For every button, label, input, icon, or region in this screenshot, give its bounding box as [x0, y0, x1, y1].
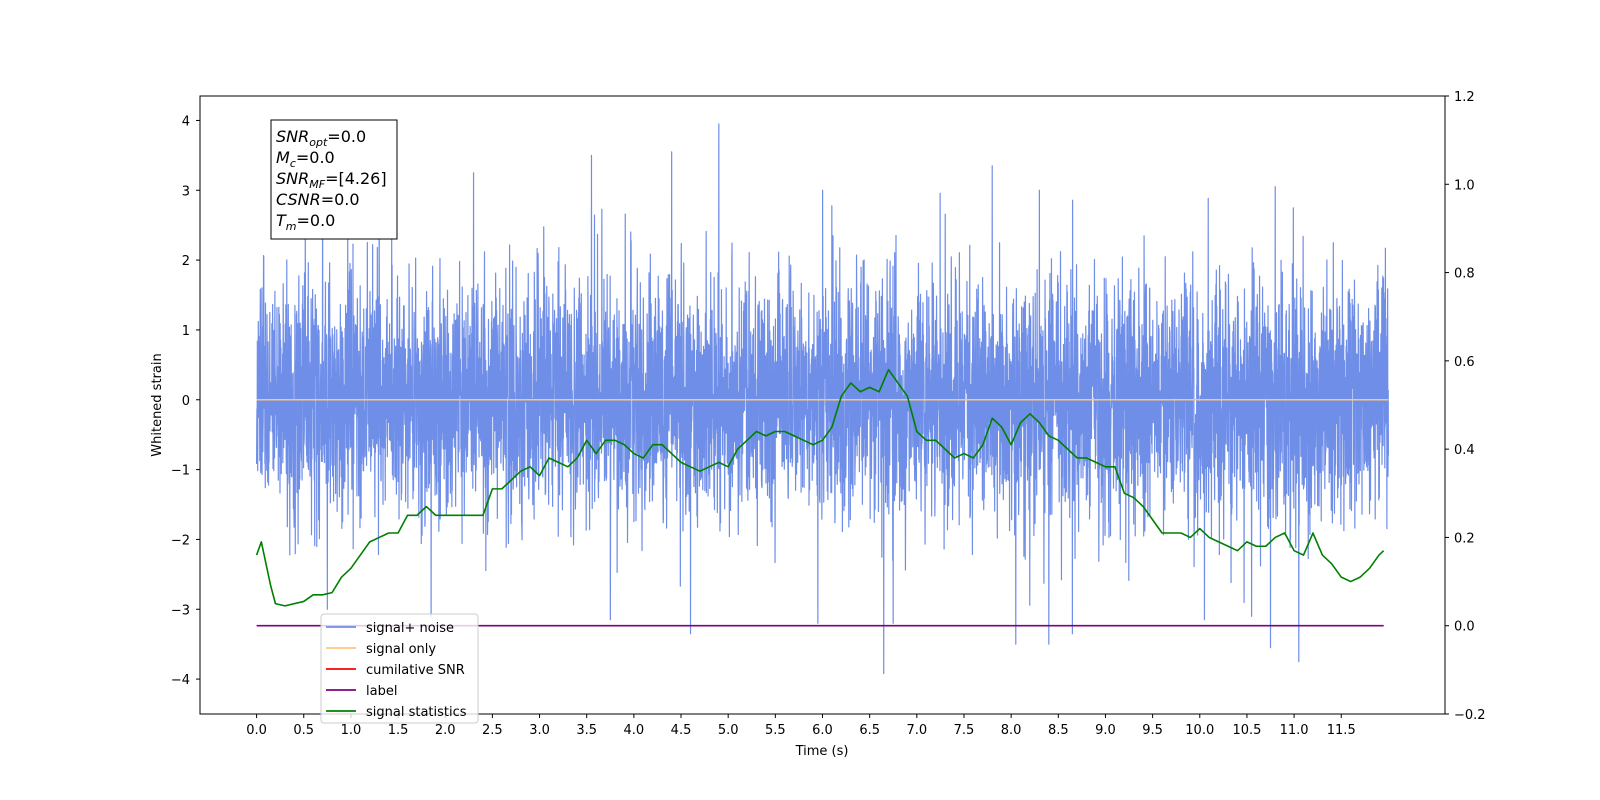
annotation-line: CSNR=0.0	[276, 190, 360, 209]
y-left-tick-label: −3	[171, 603, 190, 618]
series-line-0	[255, 123, 1390, 675]
legend-entry: signal statistics	[366, 705, 467, 720]
x-tick-label: 7.5	[954, 723, 975, 738]
y-right-tick-label: 1.2	[1454, 90, 1475, 105]
x-tick-label: 8.5	[1048, 723, 1069, 738]
y-axis-label: Whitened strain	[150, 353, 165, 456]
y-left-tick-label: 0	[182, 394, 190, 409]
annotation-line: SNRMF=[4.26]	[276, 169, 387, 191]
legend-entry: signal+ noise	[366, 621, 454, 636]
x-tick-label: 10.0	[1185, 723, 1214, 738]
annotation-line: Mc=0.0	[276, 148, 335, 170]
y-right-tick-label: 0.2	[1454, 531, 1475, 546]
x-tick-label: 2.5	[482, 723, 503, 738]
x-tick-label: 4.0	[624, 723, 645, 738]
x-tick-label: 3.0	[529, 723, 550, 738]
series-line-4	[255, 368, 1385, 607]
legend-entry: label	[366, 684, 397, 699]
legend: signal+ noise signal only cumilative SNR la…	[320, 613, 479, 724]
x-tick-label: 3.5	[576, 723, 597, 738]
x-tick-label: 0.0	[246, 723, 267, 738]
x-tick-label: 7.0	[906, 723, 927, 738]
x-axis: 0.0 0.5 1.0 1.5 2.0 2.5 3.0 3.5 4.0 4.5 5.0 5.5 6.0 6…	[246, 714, 1356, 738]
legend-entry: cumilative SNR	[366, 663, 465, 678]
annotation-line: Tm=0.0	[276, 211, 335, 233]
x-tick-label: 9.0	[1095, 723, 1116, 738]
annotation-box	[270, 119, 398, 240]
y-left-tick-label: −4	[171, 673, 190, 688]
x-tick-label: 5.5	[765, 723, 786, 738]
x-tick-label: 11.0	[1280, 723, 1309, 738]
x-tick-label: 1.5	[388, 723, 409, 738]
y-left-tick-label: 2	[182, 254, 190, 269]
x-tick-label: 1.0	[341, 723, 362, 738]
x-tick-label: 6.5	[859, 723, 880, 738]
y-right-tick-label: 0.0	[1454, 620, 1475, 635]
x-tick-label: 5.0	[718, 723, 739, 738]
y-right-tick-label: 0.8	[1454, 267, 1475, 282]
y-right-tick-label: 0.6	[1454, 355, 1475, 370]
y-left-tick-label: 4	[182, 114, 190, 129]
x-tick-label: 2.0	[435, 723, 456, 738]
x-axis-label: Time (s)	[795, 744, 849, 759]
x-tick-label: 6.0	[812, 723, 833, 738]
plot-area	[255, 123, 1390, 675]
x-tick-label: 8.0	[1001, 723, 1022, 738]
annotation-line: SNRopt=0.0	[276, 127, 366, 149]
x-tick-label: 11.5	[1327, 723, 1356, 738]
x-tick-label: 4.5	[671, 723, 692, 738]
y-left-tick-label: −1	[171, 464, 190, 479]
x-tick-label: 10.5	[1232, 723, 1261, 738]
y-right-tick-label: 0.4	[1454, 443, 1475, 458]
y-right-tick-label: 1.0	[1454, 178, 1475, 193]
y-left-tick-label: 3	[182, 184, 190, 199]
x-tick-label: 0.5	[293, 723, 314, 738]
y-left-tick-label: 1	[182, 324, 190, 339]
y-axis-right: 1.2 1.0 0.8 0.6 0.4 0.2 0.0 −0.2	[1445, 90, 1486, 723]
legend-entry: signal only	[366, 642, 436, 657]
y-axis-left: 4 3 2 1 0 −1 −2 −3 −4	[171, 114, 200, 688]
y-right-tick-label: −0.2	[1454, 708, 1486, 723]
legend-frame	[320, 613, 479, 724]
y-left-tick-label: −2	[171, 533, 190, 548]
x-tick-label: 9.5	[1142, 723, 1163, 738]
